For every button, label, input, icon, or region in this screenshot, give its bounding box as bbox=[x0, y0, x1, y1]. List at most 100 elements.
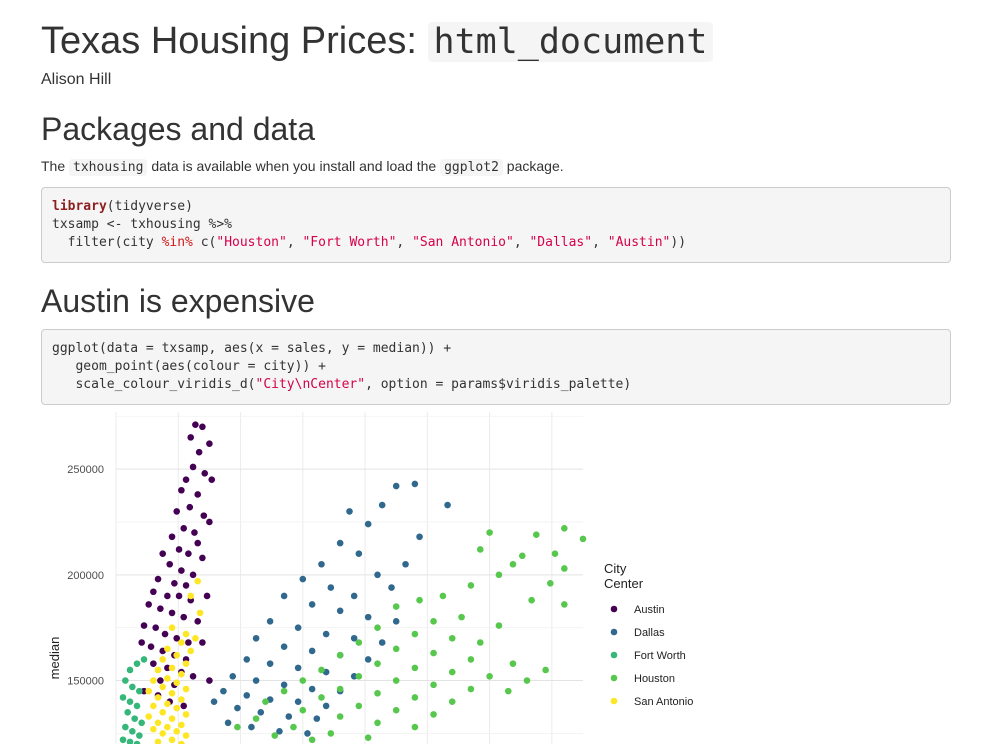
data-point-san-antonio bbox=[159, 683, 166, 691]
data-point-austin bbox=[199, 639, 206, 646]
data-point-fort-worth bbox=[119, 694, 127, 701]
data-point-austin bbox=[150, 660, 157, 667]
data-point-san-antonio bbox=[192, 634, 199, 642]
data-point-dallas bbox=[210, 698, 218, 706]
legend-key bbox=[610, 605, 618, 613]
data-point-dallas bbox=[243, 692, 251, 699]
data-point-dallas bbox=[234, 704, 241, 712]
data-point-austin bbox=[180, 613, 188, 621]
data-point-dallas bbox=[318, 560, 325, 568]
data-point-austin bbox=[140, 622, 148, 629]
data-point-houston bbox=[561, 565, 568, 572]
data-point-san-antonio bbox=[168, 715, 176, 722]
data-point-houston bbox=[486, 529, 493, 536]
code-text: (tidyverse) bbox=[106, 199, 193, 214]
data-point-houston bbox=[280, 687, 288, 695]
data-point-fort-worth bbox=[131, 715, 138, 722]
data-point-houston bbox=[336, 713, 344, 720]
data-point-austin bbox=[182, 476, 190, 483]
data-point-austin bbox=[199, 423, 206, 431]
data-point-dallas bbox=[276, 728, 283, 735]
code-text: , bbox=[513, 235, 530, 250]
data-point-san-antonio bbox=[154, 738, 162, 746]
data-point-austin bbox=[195, 448, 203, 456]
y-tick-label: 200000 bbox=[67, 570, 104, 582]
data-point-houston bbox=[364, 734, 372, 741]
data-point-houston bbox=[533, 531, 540, 538]
data-point-austin bbox=[194, 539, 202, 547]
data-point-fort-worth bbox=[122, 677, 129, 684]
legend-label: Houston bbox=[634, 673, 675, 685]
code-text: , bbox=[286, 235, 303, 250]
data-point-dallas bbox=[229, 673, 237, 680]
data-point-austin bbox=[157, 605, 164, 612]
data-point-dallas bbox=[220, 687, 227, 695]
data-point-dallas bbox=[243, 656, 251, 663]
data-point-austin bbox=[189, 571, 197, 579]
data-point-houston bbox=[252, 715, 260, 722]
y-tick-label: 150000 bbox=[67, 676, 104, 688]
legend-label: Austin bbox=[634, 604, 665, 616]
data-point-san-antonio bbox=[159, 656, 166, 663]
data-point-san-antonio bbox=[145, 713, 152, 720]
data-point-houston bbox=[411, 694, 419, 701]
data-point-dallas bbox=[378, 639, 386, 646]
code-operator: %in% bbox=[161, 235, 193, 250]
data-point-houston bbox=[327, 730, 335, 737]
data-point-san-antonio bbox=[154, 719, 162, 727]
data-point-dallas bbox=[313, 715, 321, 722]
data-point-dallas bbox=[252, 677, 260, 684]
data-point-dallas bbox=[294, 698, 302, 706]
data-point-houston bbox=[308, 736, 316, 744]
data-point-houston bbox=[439, 592, 447, 600]
data-point-houston bbox=[336, 651, 344, 659]
data-point-dallas bbox=[280, 643, 288, 651]
data-point-dallas bbox=[299, 575, 307, 583]
data-point-houston bbox=[547, 579, 554, 587]
inline-code: txhousing bbox=[69, 159, 148, 176]
data-point-houston bbox=[411, 664, 419, 672]
data-point-houston bbox=[430, 681, 437, 689]
data-point-houston bbox=[467, 656, 475, 663]
data-point-dallas bbox=[285, 713, 293, 720]
data-point-houston bbox=[495, 622, 503, 629]
code-text: c( bbox=[192, 235, 217, 250]
data-point-austin bbox=[192, 421, 199, 428]
data-point-houston bbox=[448, 698, 456, 706]
code-text: scale_colour_viridis_d( bbox=[52, 377, 256, 392]
data-point-dallas bbox=[388, 584, 395, 591]
section-heading-packages: Packages and data bbox=[41, 111, 315, 147]
data-point-austin bbox=[145, 601, 152, 608]
data-point-houston bbox=[430, 618, 437, 625]
data-point-dallas bbox=[327, 584, 335, 591]
legend-label: Dallas bbox=[634, 627, 665, 639]
data-point-houston bbox=[495, 571, 503, 579]
data-point-dallas bbox=[392, 482, 400, 490]
code-text: ggplot(data = txsamp, aes(x = sales, y =… bbox=[52, 341, 452, 356]
data-point-san-antonio bbox=[173, 651, 181, 659]
data-point-san-antonio bbox=[164, 700, 171, 708]
legend-label: San Antonio bbox=[634, 696, 693, 708]
data-point-fort-worth bbox=[136, 732, 143, 739]
data-point-austin bbox=[164, 592, 171, 600]
data-point-houston bbox=[561, 525, 568, 532]
data-point-dallas bbox=[304, 730, 311, 737]
data-point-dallas bbox=[350, 634, 358, 642]
data-point-dallas bbox=[308, 685, 316, 693]
data-point-fort-worth bbox=[122, 723, 129, 731]
data-point-houston bbox=[318, 666, 325, 674]
data-point-houston bbox=[467, 685, 475, 693]
data-point-fort-worth bbox=[124, 708, 131, 716]
data-point-san-antonio bbox=[150, 702, 157, 710]
data-point-austin bbox=[186, 503, 194, 511]
data-point-austin bbox=[168, 609, 176, 617]
data-point-dallas bbox=[374, 571, 381, 579]
data-point-san-antonio bbox=[178, 670, 185, 678]
code-text: , bbox=[396, 235, 413, 250]
data-point-dallas bbox=[355, 550, 363, 557]
data-point-houston bbox=[271, 732, 279, 739]
data-point-dallas bbox=[402, 560, 409, 568]
y-tick-label: 250000 bbox=[67, 464, 104, 476]
data-point-san-antonio bbox=[194, 577, 202, 585]
